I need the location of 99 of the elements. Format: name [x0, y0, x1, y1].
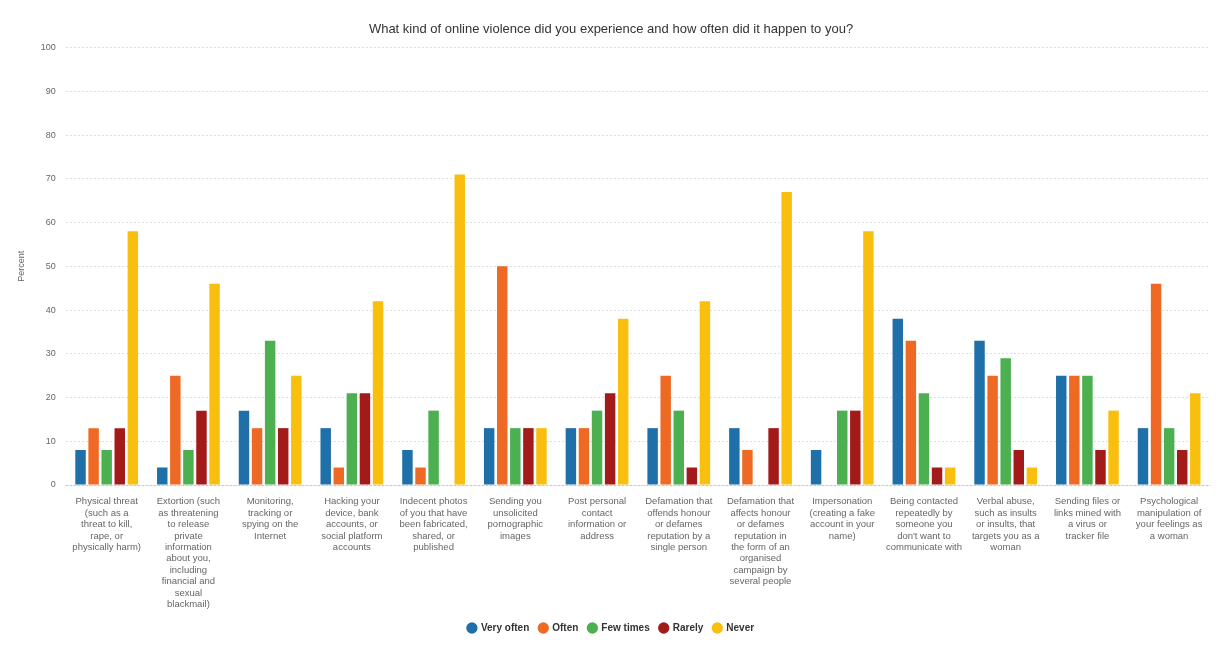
bar: [359, 393, 371, 485]
bar: [209, 283, 220, 485]
bar: [1056, 375, 1067, 485]
bar: [264, 340, 276, 485]
legend-label: Never: [726, 621, 755, 633]
x-tick-label: Verbal abuse, such as insults or insults, that targets you as a woman: [971, 495, 1041, 552]
x-tick-label: Indecent photos of you that have been fabricated, shared, or published: [399, 495, 468, 552]
bar: [454, 174, 465, 485]
bar: [510, 428, 521, 485]
bar: [837, 410, 848, 485]
bar: [536, 428, 547, 485]
bar: [1190, 393, 1201, 485]
bar: [604, 393, 616, 485]
bar: [183, 450, 194, 485]
y-tick-label: 70: [45, 173, 56, 184]
bar: [1176, 450, 1188, 485]
chart-title: What kind of online violence did you experience and how often did it happen to you?: [368, 21, 854, 37]
bar: [1082, 375, 1093, 485]
bar: [944, 467, 956, 485]
y-tick-label: 30: [45, 348, 56, 359]
bar: [1163, 428, 1175, 485]
bar: [591, 410, 603, 485]
bar: [1108, 410, 1119, 485]
x-tick-label: Hacking your device, bank accounts, or social platform accounts: [321, 495, 383, 552]
bar: [987, 375, 998, 485]
bar: [333, 467, 345, 485]
y-tick-label: 0: [50, 479, 56, 490]
y-tick-label: 90: [45, 85, 56, 96]
y-tick-label: 100: [40, 42, 56, 53]
y-tick-label: 10: [45, 435, 56, 446]
bar: [863, 231, 874, 485]
bar: [523, 428, 534, 485]
bar: [781, 191, 792, 485]
bar: [578, 428, 590, 485]
bar: [647, 428, 658, 485]
bar: [974, 340, 985, 485]
y-tick-label: 80: [45, 129, 56, 140]
x-tick-label: Sending files or links mined with a virus or tracker file: [1053, 495, 1121, 541]
bar: [1150, 283, 1162, 485]
bar: [75, 450, 86, 485]
bar: [1069, 375, 1080, 485]
x-tick-label: Physical threat (such as a threat to kill, rape, or physically harm): [72, 495, 141, 552]
bar: [127, 231, 139, 485]
bar: [850, 410, 861, 485]
category-label: Extortion (such as threatening to release private information about you, including financial and sexual blackmail): [156, 495, 221, 609]
bar: [1137, 428, 1149, 485]
x-tick-label: Being contacted repeatedly by someone you don't want to communicate with: [885, 495, 962, 552]
bar: [810, 450, 822, 485]
bar: [157, 467, 168, 485]
x-tick-label: Defamation that affects honour or defames reputation in the form of an organised campaign by several people: [726, 495, 795, 587]
legend-label: Few times: [601, 621, 651, 633]
y-tick-label: 40: [45, 304, 56, 315]
bar: [1095, 450, 1106, 485]
bar: [660, 375, 671, 485]
bar: [1026, 467, 1038, 485]
bar: [497, 266, 508, 485]
bar: [101, 450, 112, 485]
bar: [415, 467, 426, 485]
y-tick-label: 50: [45, 260, 56, 271]
bar: [699, 301, 711, 485]
bar: [291, 375, 302, 485]
bar: [742, 450, 753, 485]
bar: [346, 393, 358, 485]
x-tick-label: Psychological manipulation of your feelings as a woman: [1135, 495, 1203, 541]
bar: [905, 340, 917, 485]
bar: [565, 428, 577, 485]
bar: [170, 375, 181, 485]
bar: [251, 428, 263, 485]
bar: [196, 410, 207, 485]
bar: [729, 428, 740, 485]
x-tick-label: Monitoring, tracking or spying on the Internet: [241, 495, 299, 541]
bar: [320, 428, 331, 485]
x-tick-label: Defamation that offends honour or defames reputation by a single person: [645, 495, 713, 552]
bar: [483, 428, 495, 485]
bar: [1000, 358, 1011, 485]
bar: [617, 318, 629, 485]
y-tick-label: 60: [45, 217, 56, 228]
bar: [768, 428, 779, 485]
legend-label: Often: [552, 621, 579, 633]
bar: [372, 301, 384, 485]
y-axis-title: Percent: [15, 250, 26, 282]
bar: [1013, 450, 1024, 485]
x-tick-label: Sending you unsolicited pornographic images: [487, 495, 544, 541]
legend-label: Rarely: [672, 621, 704, 633]
bar: [277, 428, 289, 485]
bar: [931, 467, 943, 485]
x-tick-label: Post personal contact information or address: [568, 495, 627, 541]
bar: [918, 393, 930, 485]
x-tick-label: Impersonation (creating a fake account in your name): [809, 495, 875, 541]
bar: [428, 410, 439, 485]
bar: [673, 410, 684, 485]
legend-label: Very often: [480, 621, 530, 633]
bar: [114, 428, 125, 485]
bar: [238, 410, 250, 485]
bar: [892, 318, 904, 485]
y-tick-label: 20: [45, 392, 56, 402]
bar: [402, 450, 413, 485]
bar: [88, 428, 99, 485]
bar: [686, 467, 698, 485]
